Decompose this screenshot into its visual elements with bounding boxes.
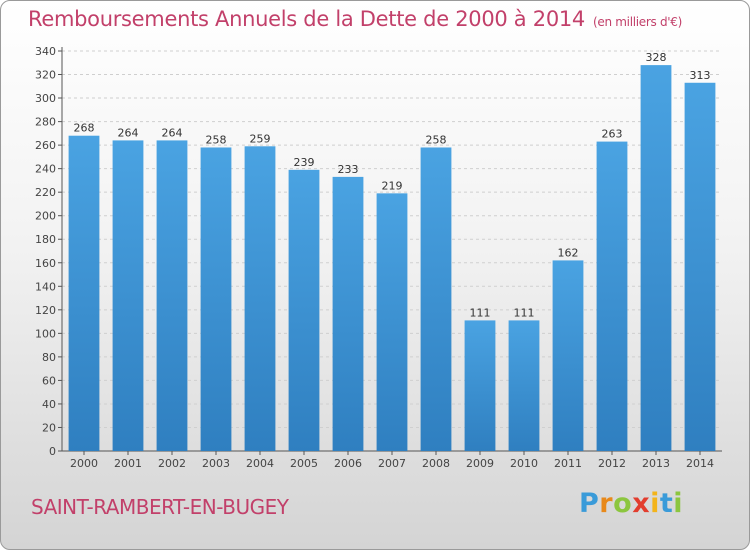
y-tick-label: 160 (35, 257, 56, 270)
logo-letter: x (632, 488, 651, 519)
logo-letter: t (659, 488, 674, 519)
value-label: 162 (558, 246, 579, 259)
x-tick-label: 2009 (466, 457, 494, 470)
bar (596, 141, 628, 451)
value-label: 259 (250, 132, 271, 145)
commune-name: SAINT-RAMBERT-EN-BUGEY (31, 495, 289, 519)
bars (68, 65, 716, 452)
bar (508, 320, 540, 451)
y-tick-label: 180 (35, 233, 56, 246)
x-tick-label: 2011 (554, 457, 582, 470)
x-tick-label: 2002 (158, 457, 186, 470)
y-tick-label: 80 (42, 351, 56, 364)
value-label: 268 (74, 122, 95, 135)
value-label: 111 (470, 306, 491, 319)
bar (200, 147, 232, 451)
y-tick-label: 260 (35, 139, 56, 152)
y-tick-label: 320 (35, 69, 56, 82)
title-text: Remboursements Annuels de la Dette de 20… (28, 7, 585, 31)
value-label: 328 (646, 51, 667, 64)
bar (244, 146, 276, 451)
logo-letter: P (579, 488, 600, 519)
x-tick-label: 2006 (334, 457, 362, 470)
value-label: 264 (118, 126, 139, 139)
logo-letter: i (673, 488, 684, 519)
value-label: 258 (426, 133, 447, 146)
bar (68, 135, 100, 452)
logo-letter: i (650, 488, 660, 519)
x-tick-label: 2008 (422, 457, 450, 470)
value-label: 313 (690, 69, 711, 82)
logo-letter: o (613, 488, 633, 519)
y-tick-label: 140 (35, 280, 56, 293)
y-tick-label: 200 (35, 210, 56, 223)
y-tick-label: 0 (49, 445, 56, 458)
y-tick-label: 240 (35, 163, 56, 176)
unit-note: (en milliers d'€) (593, 15, 683, 29)
x-tick-label: 2003 (202, 457, 230, 470)
proxiti-logo[interactable]: Proxiti (579, 488, 683, 519)
value-label: 111 (514, 306, 535, 319)
x-tick-label: 2010 (510, 457, 538, 470)
bar (376, 193, 408, 451)
y-tick-label: 280 (35, 116, 56, 129)
x-tick-label: 2004 (246, 457, 274, 470)
bar (640, 65, 672, 451)
x-tick-label: 2001 (114, 457, 142, 470)
bar (156, 140, 188, 452)
x-tick-label: 2012 (598, 457, 626, 470)
value-label: 263 (602, 128, 623, 141)
bar (552, 260, 584, 451)
value-labels: 268 264 264 258 259 239 233 219 258 111 111 162 263 3… (74, 51, 711, 319)
bar (684, 82, 716, 451)
y-axis-ticks: 0 20 40 60 80 100 120 140 160 180 200 220 240 260 280 3… (35, 45, 62, 458)
bar (332, 176, 364, 451)
bar (464, 320, 496, 451)
x-tick-label: 2014 (686, 457, 714, 470)
y-tick-label: 120 (35, 304, 56, 317)
y-tick-label: 20 (42, 421, 56, 434)
value-label: 233 (338, 163, 359, 176)
y-tick-label: 300 (35, 92, 56, 105)
x-tick-label: 2000 (70, 457, 98, 470)
x-tick-label: 2005 (290, 457, 318, 470)
x-tick-label: 2007 (378, 457, 406, 470)
chart-title: Remboursements Annuels de la Dette de 20… (28, 7, 682, 31)
logo-letter: r (599, 488, 614, 519)
value-label: 264 (162, 126, 183, 139)
value-label: 258 (206, 133, 227, 146)
y-tick-label: 100 (35, 327, 56, 340)
bar (288, 169, 320, 451)
bar (112, 140, 144, 452)
y-tick-label: 40 (42, 398, 56, 411)
x-axis-ticks: 2000 2001 2002 2003 2004 2005 2006 2007 2008 2009… (70, 451, 714, 470)
y-tick-label: 60 (42, 374, 56, 387)
y-tick-label: 340 (35, 45, 56, 58)
value-label: 219 (382, 179, 403, 192)
y-tick-label: 220 (35, 186, 56, 199)
value-label: 239 (294, 156, 315, 169)
bar (420, 147, 452, 451)
x-tick-label: 2013 (642, 457, 670, 470)
